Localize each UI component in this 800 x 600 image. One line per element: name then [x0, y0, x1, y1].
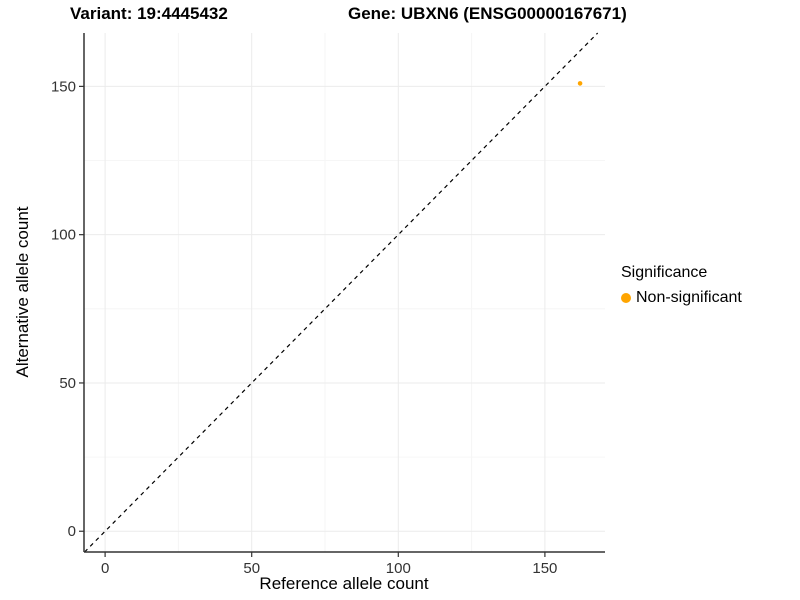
legend: Significance Non-significant	[621, 264, 742, 307]
y-tick-label: 150	[51, 78, 76, 95]
y-tick-label: 0	[68, 523, 76, 540]
x-axis-label: Reference allele count	[259, 574, 429, 593]
x-tick-label: 0	[101, 560, 109, 577]
legend-point-icon	[621, 293, 631, 303]
y-axis-label: Alternative allele count	[13, 206, 32, 378]
legend-title: Significance	[621, 264, 708, 281]
legend-item-non-significant: Non-significant	[621, 289, 742, 307]
plot-title-variant: Variant: 19:4445432	[70, 4, 228, 23]
x-tick-label: 50	[243, 560, 260, 577]
x-tick-label: 150	[532, 560, 557, 577]
legend-item-label: Non-significant	[636, 289, 742, 306]
y-tick-label: 100	[51, 227, 76, 244]
data-point	[577, 81, 583, 86]
identity-reference-line	[84, 32, 599, 553]
x-tick-label: 100	[386, 560, 411, 577]
y-tick-label: 50	[59, 375, 76, 392]
plot-title-gene: Gene: UBXN6 (ENSG00000167671)	[348, 4, 627, 23]
